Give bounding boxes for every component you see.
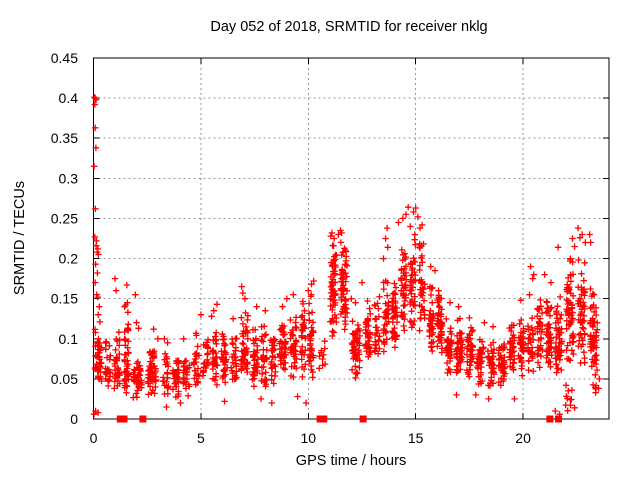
x-axis-label: GPS time / hours (296, 453, 406, 469)
plot-frame (93, 57, 610, 420)
zero-value-marker (316, 415, 324, 423)
y-tick-label: 0.35 (51, 130, 78, 146)
data-points (90, 94, 603, 418)
x-tick-label: 10 (301, 430, 317, 446)
zero-value-marker (320, 415, 328, 423)
zero-value-marker (139, 415, 147, 423)
y-tick-label: 0 (70, 411, 78, 427)
x-tick-label: 5 (197, 430, 205, 446)
x-tick-label: 0 (90, 430, 98, 446)
zero-value-marker (120, 415, 128, 423)
y-tick-label: 0.15 (51, 291, 78, 307)
y-tick-label: 0.1 (59, 331, 79, 347)
zero-value-marker (116, 415, 124, 423)
y-tick-label: 0.45 (51, 50, 78, 66)
y-tick-label: 0.25 (51, 210, 78, 226)
x-tick-label: 20 (515, 430, 531, 446)
y-axis-label: SRMTID / TECUs (12, 181, 28, 295)
y-tick-label: 0.05 (51, 371, 78, 387)
chart-title: Day 052 of 2018, SRMTID for receiver nkl… (210, 19, 487, 35)
y-tick-label: 0.4 (59, 90, 79, 106)
y-tick-label: 0.2 (59, 251, 79, 267)
zero-value-marker (359, 415, 367, 423)
x-tick-label: 15 (408, 430, 424, 446)
zero-value-marker (555, 415, 562, 423)
zero-value-marker (546, 415, 554, 423)
y-tick-label: 0.3 (59, 170, 79, 186)
plot-layers: 0 5 10 15 20 0 0.05 0.1 0.15 0.2 0.25 0.3 0.35 0.4 0.4… (51, 50, 610, 446)
